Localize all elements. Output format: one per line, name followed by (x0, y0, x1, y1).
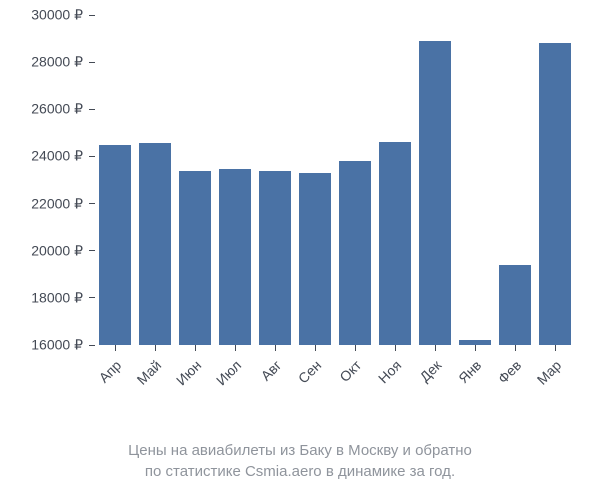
y-tick-label: 24000 ₽ (0, 148, 83, 165)
y-tick (89, 156, 95, 157)
bar (299, 173, 332, 345)
bar (339, 161, 372, 345)
x-tick-label: Май (134, 357, 165, 388)
y-tick-label: 28000 ₽ (0, 54, 83, 71)
x-tick-label: Июл (213, 357, 244, 388)
x-tick-label: Сен (295, 357, 324, 386)
y-tick (89, 109, 95, 110)
x-tick-label: Дек (416, 357, 444, 385)
price-bar-chart: 16000 ₽ 18000 ₽ 20000 ₽ 22000 ₽ 24000 ₽ 26000… (0, 0, 600, 500)
y-tick-label: 16000 ₽ (0, 337, 83, 354)
x-tick (235, 345, 236, 351)
caption-line-1: Цены на авиабилеты из Баку в Москву и об… (128, 442, 472, 459)
chart-caption: Цены на авиабилеты из Баку в Москву и об… (0, 440, 600, 482)
y-tick (89, 203, 95, 204)
bar (139, 143, 172, 345)
x-tick (475, 345, 476, 351)
y-tick-label: 26000 ₽ (0, 101, 83, 118)
y-tick (89, 15, 95, 16)
bar (379, 142, 412, 345)
y-tick-label: 18000 ₽ (0, 289, 83, 306)
x-tick (355, 345, 356, 351)
x-tick (515, 345, 516, 351)
x-tick-label: Мар (534, 357, 565, 388)
x-tick-label: Фев (495, 357, 525, 387)
x-tick (315, 345, 316, 351)
y-tick-label: 22000 ₽ (0, 195, 83, 212)
x-tick (115, 345, 116, 351)
y-tick-label: 20000 ₽ (0, 242, 83, 259)
x-tick (555, 345, 556, 351)
bar (259, 171, 292, 345)
bar (419, 41, 452, 345)
x-tick-label: Авг (258, 357, 285, 384)
caption-line-2: по статистике Csmia.aero в динамике за г… (145, 463, 455, 480)
y-tick (89, 345, 95, 346)
x-tick-label: Июн (173, 357, 204, 388)
x-tick (275, 345, 276, 351)
bar (179, 171, 212, 345)
plot-area (95, 15, 575, 345)
y-tick-label: 30000 ₽ (0, 7, 83, 24)
bar (99, 145, 132, 345)
x-tick (435, 345, 436, 351)
x-tick-label: Ноя (375, 357, 404, 386)
y-tick (89, 62, 95, 63)
y-tick (89, 297, 95, 298)
x-tick-label: Янв (455, 357, 484, 386)
x-tick (155, 345, 156, 351)
x-tick-label: Окт (336, 357, 364, 385)
x-tick-label: Апр (96, 357, 125, 386)
y-tick (89, 250, 95, 251)
bar (539, 43, 572, 345)
x-tick (395, 345, 396, 351)
bar (219, 169, 252, 345)
bar (499, 265, 532, 345)
x-tick (195, 345, 196, 351)
